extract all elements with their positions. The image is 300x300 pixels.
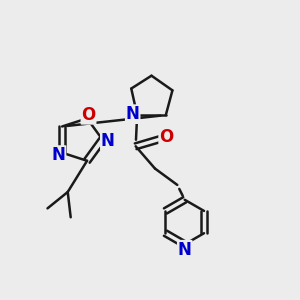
Text: N: N xyxy=(101,132,115,150)
Text: N: N xyxy=(52,146,65,164)
Text: N: N xyxy=(178,241,192,259)
Text: O: O xyxy=(159,128,173,146)
Text: O: O xyxy=(81,106,96,124)
Text: N: N xyxy=(126,105,140,123)
